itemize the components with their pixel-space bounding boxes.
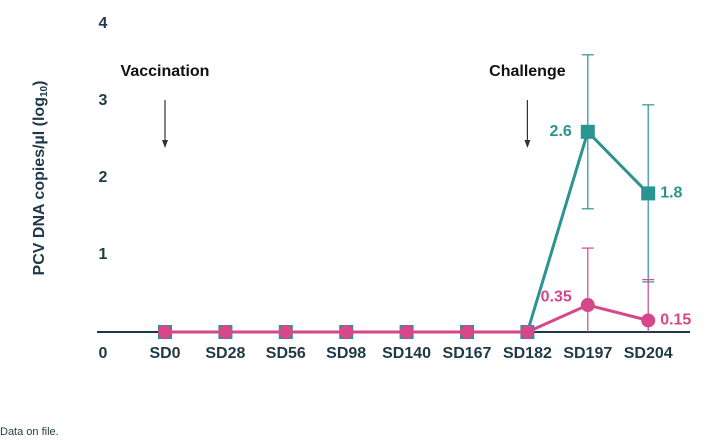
x-tick-label: SD167 <box>443 345 492 362</box>
marker <box>580 298 595 313</box>
x-tick-label: SD28 <box>205 345 245 362</box>
data-label: 1.8 <box>660 185 682 202</box>
marker <box>399 325 414 339</box>
x-tick-label: SD140 <box>382 345 431 362</box>
data-label: 0.35 <box>541 288 572 305</box>
x-tick-label: SD197 <box>563 345 612 362</box>
annotation-arrowhead <box>524 140 531 148</box>
x-tick-label: SD0 <box>149 345 180 362</box>
marker <box>641 313 656 328</box>
y-axis-label: PCV DNA copies/µl (log10) <box>31 81 49 276</box>
marker <box>460 325 474 339</box>
marker <box>520 325 535 339</box>
x-tick-label: SD182 <box>503 345 552 362</box>
marker <box>641 186 656 201</box>
x-tick-label: SD56 <box>266 345 306 362</box>
data-label: 0.15 <box>660 312 691 329</box>
y-tick-label: 2 <box>99 169 108 186</box>
series-line <box>165 128 650 334</box>
annotation: Vaccination <box>121 63 210 80</box>
footnote: Data on file. <box>0 426 59 438</box>
data-label: 2.6 <box>550 123 572 140</box>
annotation-arrowhead <box>162 140 168 148</box>
marker <box>339 325 354 339</box>
annotation: Challenge <box>489 63 566 80</box>
y-tick-label: 4 <box>99 15 108 32</box>
y-tick-label: 0 <box>99 345 108 362</box>
marker <box>580 124 595 139</box>
y-tick-label: 1 <box>99 246 108 263</box>
marker <box>158 325 172 339</box>
x-tick-label: SD98 <box>326 345 366 362</box>
marker <box>218 325 233 339</box>
marker <box>278 325 293 339</box>
x-tick-label: SD204 <box>624 345 673 362</box>
y-tick-label: 3 <box>99 92 108 109</box>
